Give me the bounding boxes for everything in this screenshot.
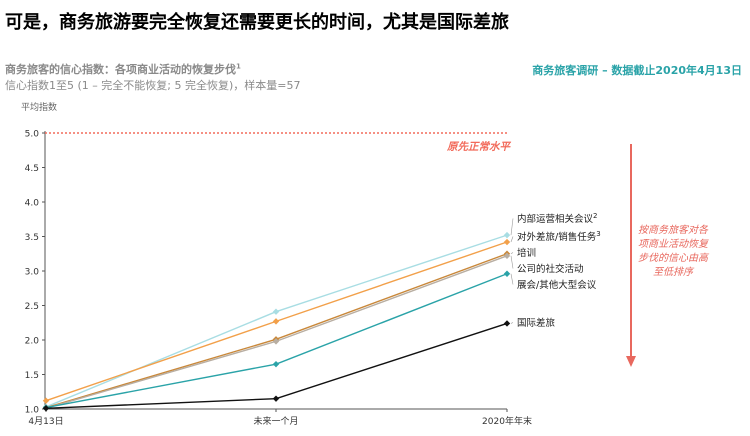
series-label: 展会/其他大型会议: [517, 279, 597, 291]
chart-heading: 商务旅客的信心指数：各项商业活动的恢复步伐1: [5, 61, 241, 77]
x-tick-label: 未来一个月: [253, 415, 298, 427]
series-label-leader: [510, 322, 514, 324]
series-line: [45, 253, 508, 409]
page-title: 可是，商务旅游要完全恢复还需要更长的时间，尤其是国际差旅: [5, 12, 509, 33]
chart-series-labels: 内部运营相关会议2 对外差旅/销售任务3 培训公司的社交活动展会/其他大型会议国际差…: [510, 212, 601, 329]
chart-series: [42, 231, 511, 412]
series-label-leader: [510, 218, 514, 236]
y-tick-label: 3.5: [25, 233, 39, 243]
series-point: [42, 405, 50, 412]
ranking-arrow-head: [626, 356, 636, 367]
y-tick-label: 3.0: [25, 268, 40, 278]
series-point: [503, 238, 511, 246]
y-tick-label: 4.5: [25, 164, 39, 174]
series-point: [503, 252, 511, 260]
series-label: 培训: [517, 247, 536, 259]
series-point: [272, 308, 280, 315]
chart-subheading: 信心指数1至5 (1 – 完全不能恢复; 5 完全恢复)，样本量=57: [5, 79, 301, 92]
series-label: 公司的社交活动: [517, 263, 584, 275]
reference-line-label: 原先正常水平: [446, 140, 511, 153]
series-label-leader: [510, 236, 514, 243]
y-tick-label: 2.0: [25, 337, 40, 347]
series-label: 国际差旅: [517, 317, 556, 329]
source-note: 商务旅客调研 – 数据截止2020年4月13日: [532, 64, 742, 77]
series-point: [503, 320, 511, 327]
x-tick-label: 4月13日: [28, 416, 63, 427]
series-label-leader: [510, 273, 514, 285]
y-tick-label: 1.0: [25, 406, 40, 416]
y-tick-label: 5.0: [25, 130, 40, 140]
y-tick-label: 1.5: [25, 371, 39, 381]
series-label-leader: [510, 252, 514, 255]
series-label-footnote: 3: [596, 230, 600, 238]
series-point: [503, 270, 511, 277]
series-point: [272, 338, 280, 345]
y-tick-label: 2.5: [25, 302, 39, 312]
series-point: [42, 397, 50, 404]
series-point: [503, 231, 511, 239]
series-point: [272, 360, 280, 368]
series-label: 对外差旅/销售任务3: [517, 230, 601, 243]
y-axis-label: 平均指数: [21, 101, 57, 113]
series-label-footnote: 2: [593, 212, 597, 220]
chart-axes: 平均指数 1.0 1.5 2.0 2.5 3.0 3.5 4.0 4.5 5.0 4月13日 未来一个…: [21, 101, 532, 427]
y-tick-label: 4.0: [25, 199, 40, 209]
series-point: [272, 318, 280, 325]
series-label-leader: [510, 255, 514, 269]
chart-heading-footnote: 1: [236, 62, 241, 71]
ranking-note: 按商务旅客对各项商业活动恢复步伐的信心由高至低排序: [638, 225, 708, 278]
x-tick-label: 2020年年末: [482, 415, 532, 427]
chart-heading-text: 商务旅客的信心指数：各项商业活动的恢复步伐: [5, 63, 236, 76]
series-label: 内部运营相关会议2: [517, 212, 597, 225]
series-point: [272, 395, 280, 402]
